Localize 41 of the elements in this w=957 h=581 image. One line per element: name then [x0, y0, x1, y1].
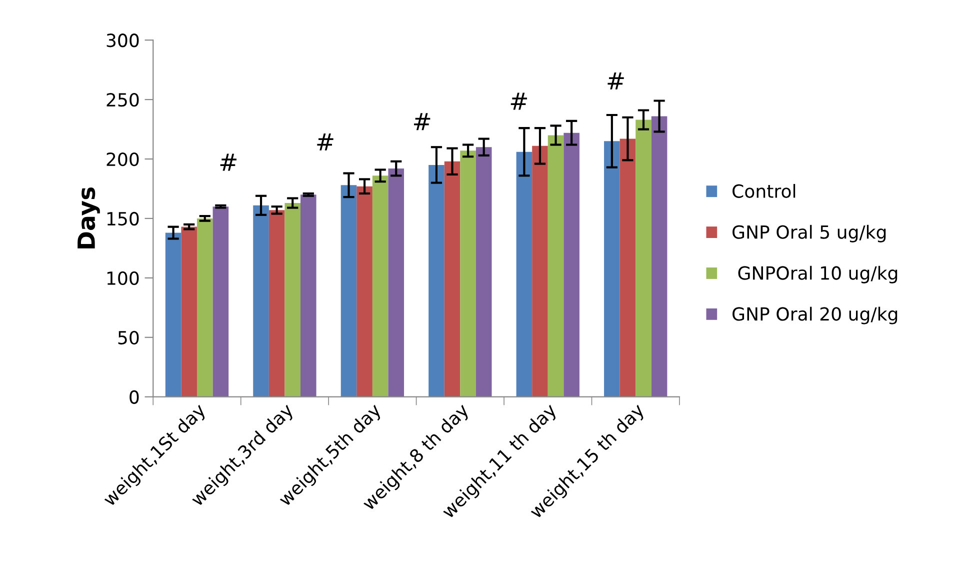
bar	[165, 232, 182, 397]
y-axis-title: Days	[78, 187, 100, 248]
bar	[428, 164, 444, 397]
y-tick-label: 150	[107, 212, 139, 226]
bar	[651, 116, 668, 397]
bar	[196, 218, 213, 397]
bar	[253, 205, 269, 397]
y-tick-label: 300	[106, 34, 139, 48]
bar	[476, 147, 492, 397]
bar	[300, 194, 316, 397]
bar	[284, 203, 300, 397]
bar	[268, 210, 285, 397]
bar	[181, 226, 197, 397]
bar	[460, 150, 476, 397]
bar	[564, 132, 580, 397]
bar	[636, 120, 652, 397]
y-tick-label: 100	[107, 271, 139, 286]
bar	[212, 206, 229, 397]
annotation: #	[220, 154, 236, 171]
bar	[340, 185, 357, 397]
legend-label: Control	[732, 184, 796, 198]
annotation: #	[317, 133, 334, 150]
annotation: #	[608, 72, 624, 90]
legend-label: GNPOral 10 ug/kg	[738, 266, 898, 284]
bar	[372, 176, 388, 397]
y-tick-label: 0	[130, 390, 139, 404]
bar	[620, 138, 636, 397]
bar	[548, 135, 564, 397]
bar	[444, 161, 460, 397]
y-tick-label: 50	[118, 330, 139, 344]
annotation: #	[510, 92, 528, 110]
bar	[388, 168, 404, 397]
legend-label: GNP Oral 20 ug/kg	[732, 306, 898, 324]
legend-label: GNP Oral 5 ug/kg	[732, 224, 886, 242]
y-tick-label: 250	[106, 93, 139, 107]
bar	[356, 186, 372, 397]
y-tick-label: 200	[106, 152, 139, 166]
bar	[516, 152, 532, 397]
bar	[604, 141, 620, 397]
bar	[532, 146, 548, 397]
annotation: #	[414, 113, 430, 130]
